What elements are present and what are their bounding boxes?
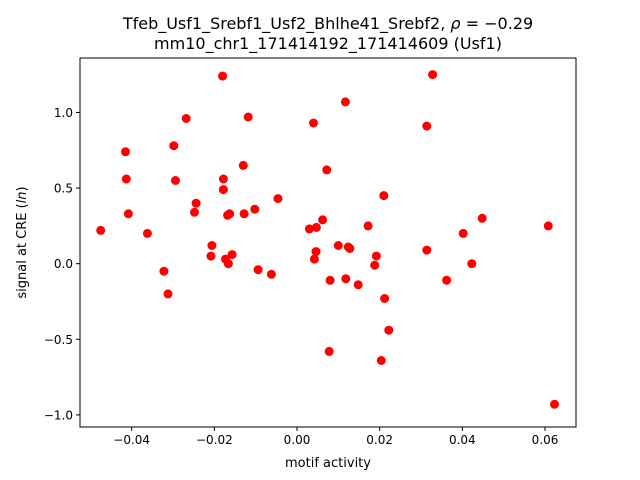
y-tick-label: −0.5 [44,333,73,347]
data-point [239,209,249,219]
y-axis-label: signal at CRE (ln) [15,186,30,298]
data-point [380,294,390,303]
data-point [181,114,191,123]
y-axis-ticks: −1.0 −0.5 0.0 0.5 1.0 [44,106,80,422]
data-point [379,191,389,201]
data-point [550,399,559,409]
data-point [422,121,432,131]
data-point [477,213,487,223]
data-point [121,147,130,157]
data-point [171,176,180,185]
y-tick-label: −1.0 [44,408,73,422]
data-point [218,185,228,195]
data-point [169,141,179,151]
data-point [142,228,152,238]
data-point [318,215,328,225]
chart-title: Tfeb_Usf1_Srebf1_Usf2_Bhlhe41_Srebf2, ρ … [122,14,533,34]
data-point [363,221,373,231]
data-point [324,346,334,356]
data-point [207,241,217,250]
y-tick-label: 0.0 [54,257,73,271]
data-point [458,228,468,238]
x-axis-label: motif activity [285,456,371,471]
data-point [345,244,355,253]
plot-frame [79,57,577,428]
data-point [190,207,199,217]
data-point [428,70,438,80]
y-tick-label: 1.0 [54,106,73,120]
x-tick-label: 0.06 [532,433,559,447]
data-point [191,198,201,208]
data-point [96,225,106,235]
data-point [322,165,332,175]
y-tick-label: 0.5 [54,182,73,196]
data-point [543,221,553,231]
data-point [266,269,276,279]
data-point [227,250,237,260]
data-point [422,245,432,255]
data-point [238,160,248,170]
x-tick-label: 0.04 [449,433,476,447]
data-point [250,204,260,214]
x-tick-label: −0.02 [196,433,233,447]
data-point [384,325,394,335]
data-point [206,251,216,261]
data-point [370,260,380,270]
data-points [96,70,559,409]
data-point [325,275,335,285]
data-point [273,194,283,204]
data-point [333,241,343,250]
x-tick-label: 0.00 [284,433,311,447]
data-point [123,209,133,219]
data-point [304,224,314,234]
data-point [309,254,319,264]
data-point [442,275,452,285]
data-point [311,247,321,257]
data-point [467,259,477,269]
data-point [218,174,228,184]
data-point [121,174,131,184]
data-point [243,112,253,122]
x-axis-ticks: −0.04 −0.02 0.00 0.02 0.04 0.06 [113,427,558,447]
x-tick-label: 0.02 [366,433,393,447]
data-point [376,356,386,365]
data-point [371,251,381,261]
data-point [159,266,169,276]
data-point [253,265,263,275]
data-point [163,289,173,299]
data-point [340,97,350,107]
data-point [225,209,235,219]
data-point [309,118,318,128]
data-point [218,71,228,81]
data-point [223,259,233,269]
x-tick-label: −0.04 [113,433,150,447]
chart-subtitle: mm10_chr1_171414192_171414609 (Usf1) [154,34,502,54]
data-point [353,280,363,290]
data-point [341,274,351,284]
data-point [311,222,321,232]
